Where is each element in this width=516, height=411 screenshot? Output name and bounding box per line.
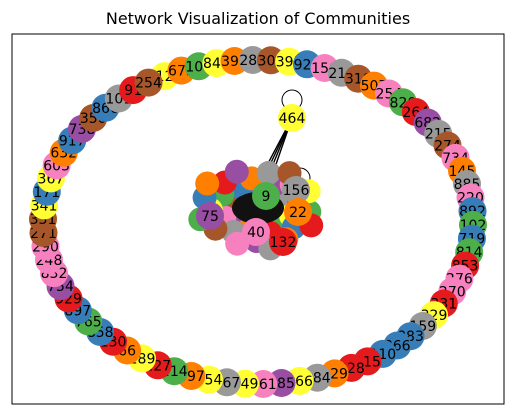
graph-node: [269, 228, 297, 256]
graph-node: [282, 176, 310, 204]
node-label: 9: [262, 189, 271, 205]
central-labels: 464 156 22 132 75 40 9: [196, 104, 312, 256]
node-label: 464: [279, 111, 306, 127]
community-ring: 1267510484039328330939192015021631050725…: [29, 46, 487, 398]
node-label: 75: [201, 209, 219, 225]
graph-node: [278, 104, 306, 132]
graph-node: [225, 231, 250, 256]
graph-node: [224, 159, 249, 184]
figure-title: Network Visualization of Communities: [106, 9, 410, 28]
graph-node: [242, 218, 270, 246]
node-label: 156: [283, 183, 310, 199]
node-label: 40: [247, 225, 265, 241]
graph-node: [196, 202, 224, 230]
node-label: 22: [289, 205, 307, 221]
node-label: 132: [270, 235, 297, 251]
node-label: 254: [135, 76, 162, 92]
graph-node: [252, 182, 280, 210]
graph-node: [195, 171, 220, 196]
graph-node: [284, 198, 312, 226]
graph-node: [134, 68, 163, 97]
graph-node: [256, 160, 281, 185]
